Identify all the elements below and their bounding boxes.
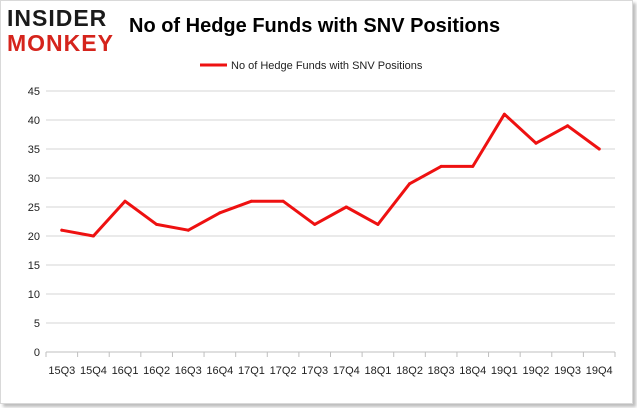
gridlines [46, 90, 615, 324]
y-tick-label: 10 [28, 289, 40, 301]
x-tick-label: 15Q4 [80, 365, 107, 377]
x-tick-label: 16Q1 [112, 365, 139, 377]
data-point [313, 222, 317, 226]
data-point [218, 211, 222, 215]
y-tick-label: 5 [34, 318, 40, 330]
x-tick-label: 16Q3 [175, 365, 202, 377]
data-point [91, 234, 95, 238]
x-tick-labels: 15Q3 15Q4 16Q1 16Q2 16Q3 16Q4 17Q1 17Q2 17Q3 17Q4… [48, 365, 612, 377]
data-point [439, 164, 443, 168]
insider-monkey-logo: INSIDER MONKEY [7, 5, 117, 59]
y-tick-label: 45 [28, 86, 40, 98]
y-tick-label: 0 [34, 347, 40, 359]
data-point [534, 141, 538, 145]
series [60, 112, 601, 238]
x-tick-label: 16Q2 [143, 365, 170, 377]
logo-line-2: MONKEY [7, 30, 114, 56]
series-line [60, 112, 601, 238]
x-tick-label: 16Q4 [206, 365, 233, 377]
data-point [566, 124, 570, 128]
data-point [344, 205, 348, 209]
x-tick-label: 18Q4 [459, 365, 486, 377]
data-point [597, 147, 601, 151]
x-tick-label: 19Q2 [523, 365, 550, 377]
x-tick-label: 17Q2 [270, 365, 297, 377]
x-tick-label: 17Q4 [333, 365, 360, 377]
data-point [60, 228, 64, 232]
logo-line-1: INSIDER [7, 5, 108, 31]
x-tick-label: 17Q3 [301, 365, 328, 377]
data-point [376, 222, 380, 226]
y-tick-label: 35 [28, 144, 40, 156]
y-tick-label: 20 [28, 231, 40, 243]
data-point [186, 228, 190, 232]
x-tick-label: 19Q3 [554, 365, 581, 377]
y-tick-label: 40 [28, 115, 40, 127]
x-tick-label: 18Q3 [428, 365, 455, 377]
y-tick-label: 15 [28, 260, 40, 272]
x-tick-label: 19Q4 [586, 365, 613, 377]
data-point [123, 199, 127, 203]
x-tick-label: 17Q1 [238, 365, 265, 377]
data-point [408, 182, 412, 186]
chart-title: No of Hedge Funds with SNV Positions [129, 15, 501, 37]
axes [45, 351, 616, 357]
x-tick-label: 18Q2 [396, 365, 423, 377]
x-tick-label: 19Q1 [491, 365, 518, 377]
data-point [471, 164, 475, 168]
x-tick-label: 15Q3 [48, 365, 75, 377]
data-point [155, 222, 159, 226]
data-point [502, 112, 506, 116]
data-point [281, 199, 285, 203]
y-tick-label: 30 [28, 173, 40, 185]
legend: No of Hedge Funds with SNV Positions [200, 60, 423, 72]
y-tick-labels: 0 5 10 15 20 25 30 35 40 45 [28, 86, 40, 359]
legend-label: No of Hedge Funds with SNV Positions [231, 60, 423, 72]
y-tick-label: 25 [28, 202, 40, 214]
x-tick-label: 18Q1 [364, 365, 391, 377]
data-point [249, 199, 253, 203]
